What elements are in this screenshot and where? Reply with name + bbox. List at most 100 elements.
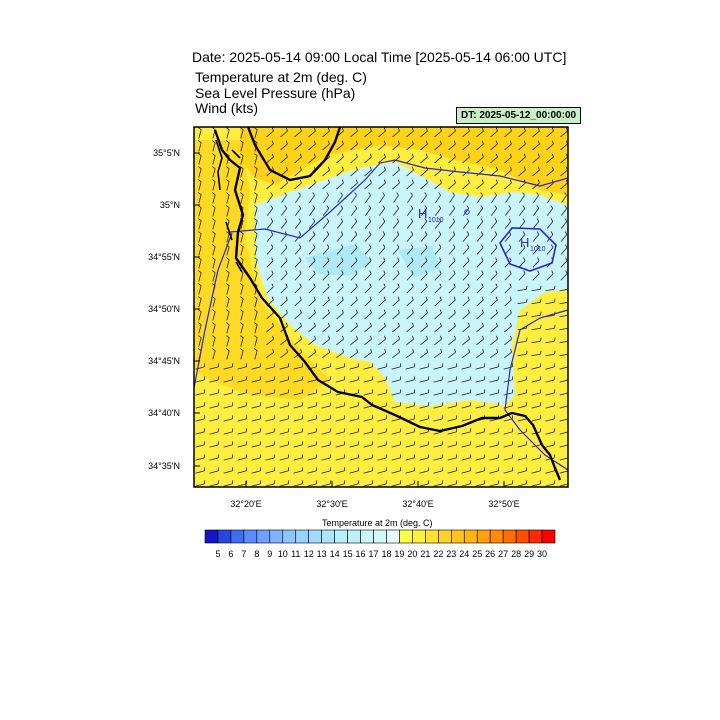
wind-barb-flag [198, 192, 202, 195]
wind-barb [434, 312, 442, 320]
colorbar-swatch [399, 529, 413, 544]
wind-barb [393, 195, 399, 203]
wind-barb [336, 247, 344, 255]
wind-barb [377, 392, 387, 396]
wind-barb [561, 208, 567, 216]
wind-barb [293, 366, 303, 370]
wind-barb-flag [424, 231, 428, 235]
wind-barb-flag [240, 322, 244, 325]
wind-barb [198, 259, 202, 269]
wind-barb-flag [240, 257, 244, 260]
wind-barb [267, 195, 273, 203]
wind-barb [308, 286, 316, 294]
wind-barb [532, 182, 540, 190]
wind-barb [517, 392, 527, 396]
wind-barb [337, 195, 343, 203]
wind-barb [393, 208, 399, 216]
wind-barb-flag [341, 270, 344, 274]
wind-barb-flag [270, 192, 273, 196]
wind-barb [265, 379, 275, 383]
wind-barb-flag [355, 140, 358, 145]
wind-barb [280, 130, 288, 138]
wind-barb [559, 327, 568, 331]
wind-barb-flag [522, 192, 525, 196]
wind-barb [294, 156, 302, 164]
wind-barb-flag [550, 192, 553, 196]
wind-barb [308, 130, 316, 138]
wind-barb-flag [397, 296, 400, 301]
wind-barb [336, 221, 344, 229]
wind-barb [476, 143, 484, 151]
wind-barb-flag [226, 270, 230, 273]
wind-barb-flag [551, 153, 554, 158]
wind-barb-flag [564, 205, 568, 209]
wind-barb-flag [537, 153, 540, 158]
wind-barb-flag [314, 335, 316, 340]
wind-barb [518, 260, 526, 268]
wind-barb [545, 366, 555, 370]
wind-barb [504, 325, 512, 333]
wind-barb-flag [341, 283, 344, 288]
wind-barb [490, 182, 498, 190]
wind-barb [308, 234, 316, 242]
wind-barb [323, 208, 329, 216]
wind-barb [560, 169, 568, 177]
wind-barb [406, 234, 414, 242]
wind-barb [518, 234, 526, 242]
wind-barb-flag [382, 218, 386, 222]
wind-barb [321, 444, 331, 448]
wind-barb [254, 298, 258, 308]
wind-barb-flag [482, 348, 485, 353]
wind-barb [321, 366, 331, 370]
wind-barb [322, 247, 330, 255]
wind-barb [240, 168, 244, 178]
wind-barb-flag [454, 348, 457, 353]
wind-barb-flag [523, 166, 526, 171]
wind-barb-flag [536, 205, 540, 209]
wind-barb-flag [382, 231, 386, 235]
colorbar-swatch [282, 529, 297, 544]
colorbar-swatch [347, 529, 361, 544]
wind-barb [391, 457, 401, 461]
wind-barb [279, 431, 289, 435]
wind-barb-flag [383, 257, 386, 261]
wind-barb [308, 325, 316, 333]
wind-barb-flag [537, 257, 540, 261]
wind-barb-flag [550, 231, 554, 235]
wind-barb [363, 366, 373, 370]
wind-barb [434, 234, 442, 242]
wind-barb-flag [313, 179, 316, 184]
wind-barb [266, 182, 274, 190]
wind-barb-flag [466, 192, 469, 196]
wind-barb [279, 392, 289, 396]
wind-barb-flag [438, 192, 441, 196]
colorbar-swatch [450, 529, 465, 544]
wind-barb [476, 312, 484, 320]
wind-barb [476, 156, 484, 164]
wind-barb [280, 260, 288, 268]
wind-barb-flag [354, 244, 358, 248]
wind-barb [475, 366, 485, 370]
wind-barb [531, 392, 541, 396]
wind-barb [251, 457, 261, 461]
wind-barb-flag [212, 218, 216, 221]
wind-barb-flag [439, 140, 442, 145]
wind-barb [559, 366, 568, 370]
wind-barb-flag [495, 140, 498, 145]
wind-barb [545, 392, 555, 396]
wind-barb [364, 234, 372, 242]
wind-barb-flag [425, 283, 428, 288]
wind-barb [377, 431, 387, 435]
wind-barb [266, 143, 274, 151]
wind-barb [490, 273, 498, 281]
wind-barb-flag [370, 348, 373, 353]
wind-barb [279, 379, 289, 383]
colorbar: 5 6 7 8 9 10 11 12 13 14 15 16 17 18 19 20 21 22 23 24 25 26 2… [204, 529, 556, 559]
wind-barb [377, 457, 387, 461]
wind-barb-flag [313, 296, 316, 301]
wind-barb-flag [526, 337, 528, 342]
wind-barb [237, 379, 247, 383]
wind-barb-flag [198, 244, 202, 247]
wind-barb [294, 221, 302, 229]
wind-barb-flag [440, 348, 443, 353]
